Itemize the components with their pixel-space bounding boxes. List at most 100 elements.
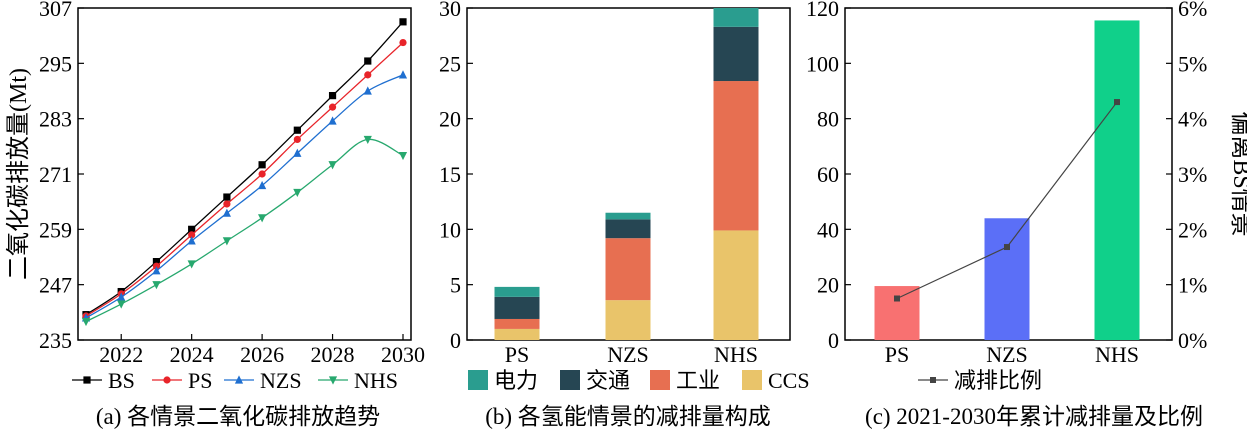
panel-c-bar-nzs	[984, 218, 1030, 340]
panel-a-point-ps	[152, 262, 161, 270]
panel-c-ytick-label: 40	[817, 217, 839, 242]
panel-c-xtick-label: NZS	[986, 342, 1028, 367]
panel-c-xtick-label: PS	[885, 342, 909, 367]
panel-b-legend-swatch	[468, 370, 488, 390]
panel-b-xtick-label: NZS	[607, 342, 649, 367]
panel-b-bar-nzs-segment	[605, 219, 651, 239]
panel-c-bar-line-chart: 0 20 40 60 80 100 120 0% 1% 2% 3% 4% 5% 6% PS NZS NHS 减排…	[806, 0, 1247, 429]
panel-b-legend: 电力 交通 工业 CCS	[468, 368, 810, 393]
panel-c-xtick-label: NHS	[1095, 342, 1139, 367]
panel-a-point-nhs	[117, 300, 126, 309]
panel-a-point-nhs	[222, 237, 231, 246]
panel-a-point-ps	[364, 71, 372, 79]
panel-a-point-nhs	[363, 135, 372, 145]
panel-a-point-bs	[223, 193, 231, 201]
panel-a-legend: BS PS NZS NHS	[72, 368, 398, 393]
panel-a-legend-label-bs: BS	[108, 368, 135, 393]
panel-a-point-nzs	[152, 266, 161, 275]
panel-a-point-nzs	[187, 236, 196, 245]
panel-c-ytick-label: 120	[806, 0, 839, 21]
panel-c-bars	[874, 20, 1140, 340]
panel-a-ytick-label: 235	[39, 328, 72, 353]
panel-a-legend-marker-bs	[83, 376, 91, 384]
panel-b-bar-nzs-segment	[605, 238, 651, 301]
panel-b-bar-nzs-segment	[605, 300, 651, 340]
panel-b-bar-nhs-segment	[713, 26, 759, 82]
panel-b-bar-ps-segment	[494, 328, 540, 340]
panel-a-point-ps	[399, 38, 407, 47]
panel-a-legend-label-ps: PS	[188, 368, 212, 393]
panel-b-ytick-label: 20	[439, 107, 461, 132]
panel-a-ytick-label: 283	[39, 107, 72, 132]
panel-c-ratio-point	[894, 295, 900, 302]
panel-b-bar-nhs-segment	[713, 8, 759, 27]
panel-b-bars	[494, 8, 759, 340]
panel-a-ytick-label: 295	[39, 51, 72, 76]
panel-a-point-bs	[152, 258, 161, 266]
panel-b-bar-nhs-segment	[713, 81, 759, 231]
panel-a-xtick-label: 2026	[240, 342, 284, 367]
panel-b-bar-ps-segment	[494, 318, 540, 329]
panel-c-y2tick-label: 2%	[1178, 217, 1207, 242]
panel-a-xtick-label: 2022	[99, 342, 143, 367]
panel-a-line-nzs	[85, 74, 404, 319]
panel-a-point-bs	[188, 225, 196, 233]
panel-a-ylabel: 二氧化碳排放量(Mt)	[5, 68, 32, 280]
panel-a-point-ps	[258, 170, 266, 178]
panel-c-ratio-line	[894, 99, 1120, 302]
panel-a-ytick-label: 259	[39, 217, 72, 242]
panel-b-legend-label: CCS	[768, 368, 810, 393]
panel-a-point-ps	[293, 135, 301, 144]
panel-c-bar-nhs	[1094, 20, 1140, 340]
panel-a-point-nhs	[293, 188, 302, 198]
panel-a-point-nhs	[398, 151, 408, 161]
panel-a-point-bs	[399, 18, 407, 26]
panel-b-legend-swatch	[650, 370, 670, 390]
panel-c-legend-marker	[930, 377, 936, 383]
panel-a-ticks: 235 247 259 271 283 295 307 2022 2024 2026 2028 203…	[39, 0, 425, 367]
panel-a-xtick-label: 2024	[170, 342, 214, 367]
panel-c-legend-label: 减排比例	[954, 368, 1042, 393]
panel-c-ratio-point	[1114, 99, 1120, 106]
panel-a-ytick-label: 247	[39, 273, 72, 298]
panel-b-ytick-label: 10	[439, 217, 461, 242]
panel-a-point-ps	[328, 103, 337, 111]
panel-c-y2tick-label: 6%	[1178, 0, 1207, 21]
panel-a-point-nzs	[258, 180, 267, 190]
panel-a-point-nhs	[258, 214, 267, 223]
panel-b-legend-label: 工业	[676, 368, 720, 393]
panel-c-ratio-point	[1004, 244, 1010, 251]
panel-a-series	[81, 18, 408, 327]
panel-a-point-bs	[293, 126, 301, 134]
panel-b-legend-swatch	[742, 370, 762, 390]
panel-a-legend-marker-nhs	[328, 376, 338, 385]
panel-b-legend-label: 交通	[586, 368, 630, 393]
panel-a-point-nzs	[398, 70, 408, 79]
panel-c-ytick-label: 20	[817, 273, 839, 298]
panel-b-ytick-label: 5	[450, 273, 461, 298]
panel-c-ytick-label: 100	[806, 51, 839, 76]
panel-b-caption: (b) 各氢能情景的减排量构成	[485, 404, 771, 429]
panel-a-line-chart: 235 247 259 271 283 295 307 2022 2024 2026 2028 203…	[5, 0, 425, 429]
panel-b-ytick-label: 15	[439, 162, 461, 187]
panel-c-y2tick-label: 0%	[1178, 328, 1207, 353]
panel-b-xtick-label: PS	[505, 342, 529, 367]
panel-c-y2tick-label: 5%	[1178, 51, 1207, 76]
panel-b-stacked-bar-chart: 0 5 10 15 20 25 30 PS NZS NHS 电力 交通 工业 CCS (b) 各氢能情景…	[439, 0, 810, 429]
panel-b-ticks: 0 5 10 15 20 25 30 PS NZS NHS	[439, 0, 758, 367]
panel-a-legend-marker-nzs	[234, 375, 244, 384]
panel-b-xtick-label: NHS	[714, 342, 758, 367]
panel-c-y2tick-label: 1%	[1178, 273, 1207, 298]
panel-b-bar-ps-segment	[494, 296, 540, 319]
panel-c-ticks: 0 20 40 60 80 100 120 0% 1% 2% 3% 4% 5% 6% PS NZS NHS	[806, 0, 1207, 367]
panel-a-point-nhs	[152, 281, 161, 290]
panel-a-legend-label-nhs: NHS	[354, 368, 398, 393]
panel-a-xtick-label: 2030	[381, 342, 425, 367]
panel-b-ytick-label: 0	[450, 328, 461, 353]
panel-c-caption: (c) 2021-2030年累计减排量及比例	[865, 404, 1203, 429]
panel-b-legend-swatch	[560, 370, 580, 390]
panel-b-bar-ps-segment	[494, 286, 540, 297]
panel-a-point-nhs	[81, 317, 91, 327]
panel-a-point-nzs	[222, 208, 231, 217]
panel-a-point-nzs	[117, 292, 126, 301]
